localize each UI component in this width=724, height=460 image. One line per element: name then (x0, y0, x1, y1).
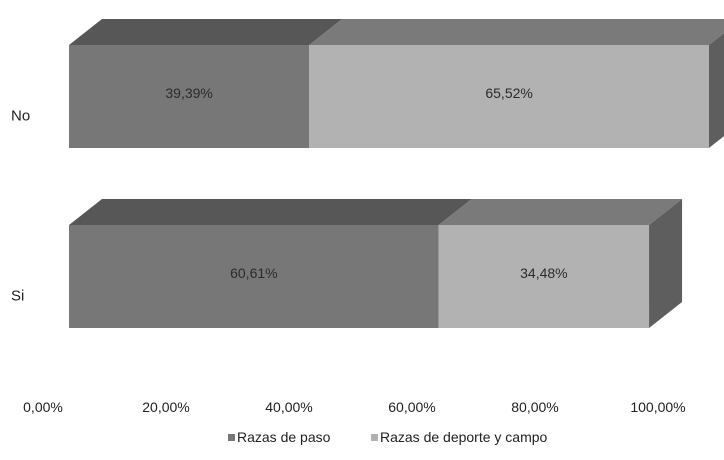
legend-swatch (371, 434, 378, 441)
x-tick-label: 80,00% (511, 399, 558, 415)
bar-razas-de-deporte-y-campo-si (438, 225, 650, 328)
x-tick-label: 20,00% (142, 399, 189, 415)
data-label-razas-de-deporte-y-campo-no: 65,52% (485, 85, 532, 101)
x-tick-label: 40,00% (265, 399, 312, 415)
bar-side-razas-de-deporte-y-campo-si (649, 199, 683, 328)
x-axis-tick-labels: 0,00% 20,00% 40,00% 60,00% 80,00% 100,00% (23, 399, 685, 415)
data-label-razas-de-paso-si: 60,61% (230, 265, 277, 281)
category-label-no: No (11, 107, 30, 124)
x-tick-label: 0,00% (23, 399, 63, 415)
bar-top-razas-de-deporte-y-campo-si (438, 199, 683, 225)
category-label-si: Si (11, 287, 24, 304)
x-tick-label: 100,00% (630, 399, 685, 415)
bar-top-razas-de-paso-no (69, 19, 343, 45)
x-tick-label: 60,00% (388, 399, 435, 415)
bars-layer: 39,39% 65,52% 60,61% 34,48% (69, 19, 724, 328)
data-label-razas-de-deporte-y-campo-si: 34,48% (520, 265, 567, 281)
legend-label: Razas de deporte y campo (380, 429, 548, 445)
legend-swatch (228, 434, 235, 441)
category-labels: No Si (11, 107, 30, 304)
bar-razas-de-paso-no (69, 45, 310, 148)
legend-label: Razas de paso (237, 429, 331, 445)
legend: Razas de paso Razas de deporte y campo (228, 429, 548, 445)
data-label-razas-de-paso-no: 39,39% (165, 85, 212, 101)
bar-side-razas-de-deporte-y-campo-no (708, 33, 724, 148)
bar-top-razas-de-deporte-y-campo-no (309, 19, 724, 45)
bar-top-razas-de-paso-si (69, 199, 472, 225)
bar-razas-de-deporte-y-campo-no (309, 45, 709, 148)
bar-razas-de-paso-si (69, 225, 439, 328)
